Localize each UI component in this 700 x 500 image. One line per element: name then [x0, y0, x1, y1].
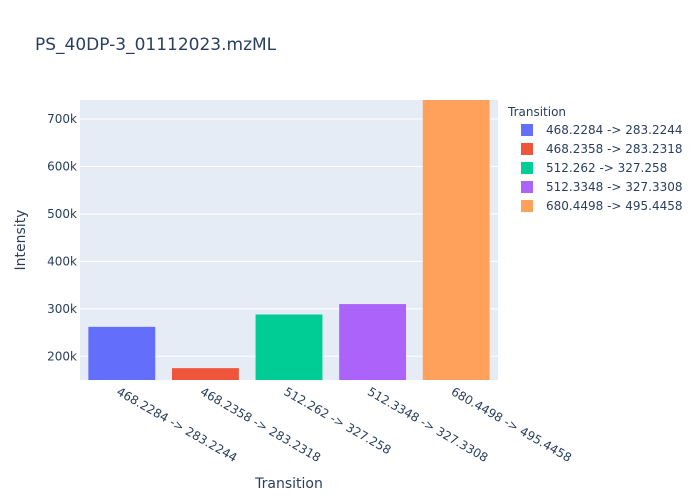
y-tick-label: 700k [47, 112, 77, 126]
y-tick-label: 500k [47, 207, 77, 221]
legend-entry[interactable]: 468.2358 -> 283.2318 [546, 142, 683, 156]
bar[interactable] [422, 100, 490, 380]
y-tick-label: 600k [47, 159, 77, 173]
legend-entry[interactable]: 512.3348 -> 327.3308 [546, 180, 683, 194]
y-tick-label: 300k [47, 302, 77, 316]
y-tick-label: 200k [47, 349, 77, 363]
y-axis-ticks: 200k 300k 400k 500k 600k 700k [47, 112, 77, 363]
legend: Transition 468.2284 -> 283.2244 468.2358 … [507, 105, 683, 213]
y-tick-label: 400k [47, 254, 77, 268]
bar[interactable] [88, 326, 156, 380]
legend-entry[interactable]: 468.2284 -> 283.2244 [546, 123, 683, 137]
legend-title: Transition [507, 105, 566, 119]
bars [88, 100, 490, 380]
bar[interactable] [339, 304, 407, 380]
legend-entry[interactable]: 680.4498 -> 495.4458 [546, 199, 683, 213]
chart-title: PS_40DP-3_01112023.mzML [35, 35, 277, 55]
legend-swatch[interactable] [521, 181, 533, 193]
bar[interactable] [255, 314, 323, 380]
y-axis-title: Intensity [13, 210, 29, 271]
legend-swatch[interactable] [521, 200, 533, 212]
legend-swatch[interactable] [521, 162, 533, 174]
x-axis-title: Transition [254, 476, 323, 492]
legend-swatch[interactable] [521, 143, 533, 155]
bar[interactable] [171, 368, 239, 380]
legend-swatch[interactable] [521, 124, 533, 136]
legend-entry[interactable]: 512.262 -> 327.258 [546, 161, 667, 175]
